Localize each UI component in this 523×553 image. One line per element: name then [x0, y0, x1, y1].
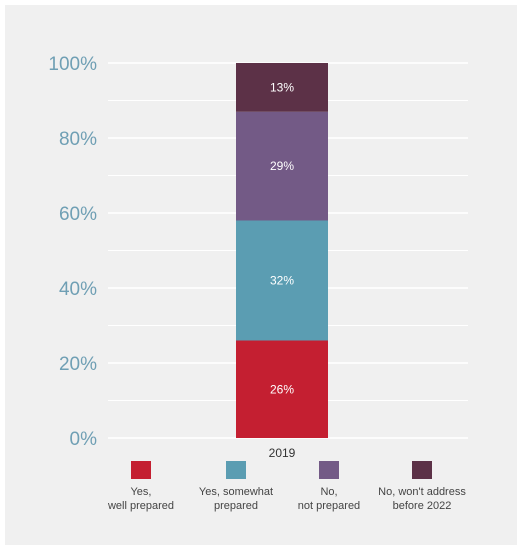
y-tick-label: 100% [48, 54, 97, 75]
data-label: 32% [270, 274, 294, 288]
y-tick-label: 60% [59, 204, 97, 225]
bar-segment [236, 63, 328, 112]
legend-swatch [412, 461, 432, 479]
y-tick-label: 20% [59, 354, 97, 375]
bar-segment [236, 340, 328, 438]
legend-label: No, won't address before 2022 [378, 486, 466, 512]
legend-item-not-prepared: No, not prepared [274, 461, 384, 513]
bar-segment [236, 220, 328, 341]
data-label: 29% [270, 159, 294, 173]
legend-item-well-prepared: Yes, well prepared [86, 461, 196, 513]
legend-swatch [319, 461, 339, 479]
y-tick-label: 40% [59, 279, 97, 300]
legend-item-somewhat-prepared: Yes, somewhat prepared [181, 461, 291, 513]
legend-swatch [131, 461, 151, 479]
legend-label: No, not prepared [297, 486, 361, 512]
legend-item-wont-address: No, won't address before 2022 [367, 461, 477, 513]
x-tick-label: 2019 [269, 446, 296, 460]
y-tick-label: 80% [59, 129, 97, 150]
legend-label: Yes, well prepared [107, 486, 175, 512]
bar-segment [236, 111, 328, 221]
data-label: 26% [270, 382, 294, 396]
legend-label: Yes, somewhat prepared [198, 486, 274, 512]
data-label: 13% [270, 80, 294, 94]
legend-swatch [226, 461, 246, 479]
y-tick-label: 0% [70, 429, 98, 450]
